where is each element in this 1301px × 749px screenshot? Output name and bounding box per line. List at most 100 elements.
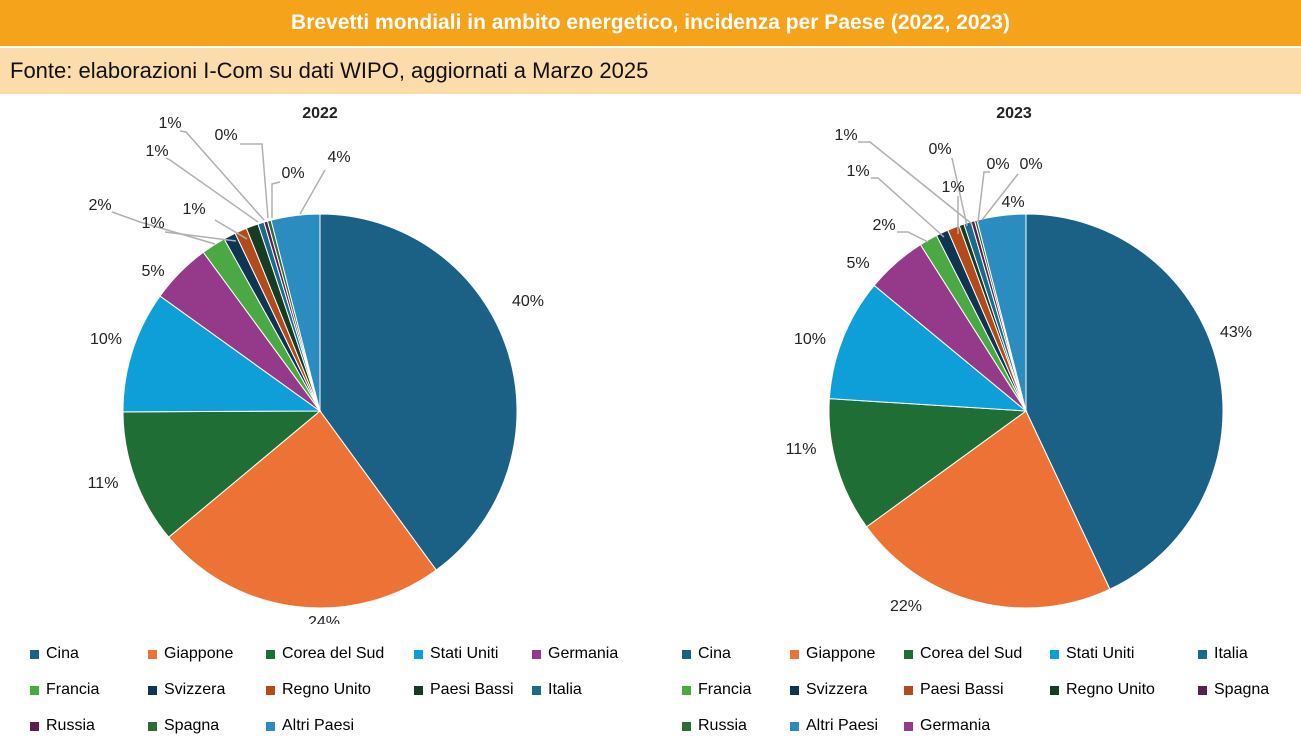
data-label-russia: 0% xyxy=(1019,156,1042,173)
legend-swatch xyxy=(682,685,691,695)
legend-item-italia: Italia xyxy=(1198,645,1248,663)
data-label-svizzera: 1% xyxy=(846,163,869,180)
legend-item-svizzera: Svizzera xyxy=(148,681,225,699)
pie-slice-cina xyxy=(319,213,518,571)
data-label-giappone: 22% xyxy=(890,598,922,615)
legend-label: Cina xyxy=(46,645,79,662)
source-note: Fonte: elaborazioni I-Com su dati WIPO, … xyxy=(0,48,1301,94)
legend-swatch xyxy=(904,649,913,659)
data-label-stati-uniti: 10% xyxy=(90,331,122,348)
data-label-paesi-bassi: 1% xyxy=(941,179,964,196)
legend-item-russia: Russia xyxy=(682,717,747,735)
chart-title-2022: 2022 xyxy=(302,105,338,122)
leader-line xyxy=(871,177,945,238)
legend-label: Stati Uniti xyxy=(1066,645,1135,662)
legend-item-corea-del-sud: Corea del Sud xyxy=(904,645,1022,663)
data-label-francia: 2% xyxy=(872,217,895,234)
legend-item-paesi-bassi: Paesi Bassi xyxy=(414,681,514,699)
legend-label: Cina xyxy=(698,645,731,662)
legend-label: Germania xyxy=(920,717,991,734)
legend-label: Regno Unito xyxy=(282,681,371,698)
leader-line xyxy=(858,141,973,225)
legend-label: Paesi Bassi xyxy=(430,681,514,698)
legend-item-italia: Italia xyxy=(532,681,582,699)
legend-label: Svizzera xyxy=(164,681,226,698)
legend-swatch xyxy=(682,649,691,659)
leader-line xyxy=(165,157,259,223)
data-label-altri-paesi: 4% xyxy=(327,149,350,166)
leader-line xyxy=(179,130,265,221)
leader-line xyxy=(977,171,990,223)
legend-swatch xyxy=(532,685,541,695)
legend-label: Russia xyxy=(698,717,747,734)
data-label-germania: 5% xyxy=(846,255,869,272)
pie-slice-altri-paesi xyxy=(270,213,321,412)
data-label-svizzera: 1% xyxy=(141,215,164,232)
legend-swatch xyxy=(30,649,39,659)
leader-line xyxy=(214,219,248,240)
data-label-paesi-bassi: 1% xyxy=(145,143,168,160)
leader-line xyxy=(897,231,929,243)
legend-swatch xyxy=(148,649,157,659)
data-label-italia: 1% xyxy=(834,127,857,144)
data-label-giappone: 24% xyxy=(308,614,340,624)
legend-item-cina: Cina xyxy=(30,645,79,663)
legend-swatch xyxy=(682,721,691,731)
data-label-altri-paesi: 4% xyxy=(1001,194,1024,211)
legend-label: Giappone xyxy=(164,645,234,662)
legend-label: Corea del Sud xyxy=(920,645,1023,662)
data-label-cina: 43% xyxy=(1220,324,1252,341)
pie-charts: 2022 40% 24% 11% 10% 5% 2% 1% 1% 1% 1% 0% 0% 4% 2023 43… xyxy=(88,105,1252,624)
data-label-regno-unito: 1% xyxy=(182,201,205,218)
legend-label: Italia xyxy=(548,681,582,698)
leader-line xyxy=(981,173,1019,221)
legend-label: Altri Paesi xyxy=(282,717,355,734)
legend-label: Spagna xyxy=(164,717,220,734)
legend-item-spagna: Spagna xyxy=(1198,681,1269,699)
leader-line xyxy=(240,143,269,219)
legend-swatch xyxy=(904,721,913,731)
data-label-regno-unito: 0% xyxy=(928,141,951,158)
legend-item-stati-uniti: Stati Uniti xyxy=(1050,645,1134,663)
legend-label: Francia xyxy=(46,681,100,698)
pie-slice-cina xyxy=(1025,213,1224,590)
legend-swatch xyxy=(266,685,275,695)
legend-swatch xyxy=(266,721,275,731)
legend-item-giappone: Giappone xyxy=(148,645,233,663)
legend-item-corea-del-sud: Corea del Sud xyxy=(266,645,384,663)
legend-label: Corea del Sud xyxy=(282,645,385,662)
legend-swatch xyxy=(904,685,913,695)
pie-slice-giappone xyxy=(865,410,1111,609)
data-label-cina: 40% xyxy=(512,293,544,310)
leader-line xyxy=(111,211,216,245)
legend-label: Giappone xyxy=(806,645,876,662)
legend-label: Paesi Bassi xyxy=(920,681,1004,698)
legend-swatch xyxy=(790,649,799,659)
leader-line xyxy=(164,231,237,242)
pie-slice-stati-uniti xyxy=(122,295,322,413)
legend-swatch xyxy=(30,721,39,731)
legend-item-regno-unito: Regno Unito xyxy=(1050,681,1155,699)
legend-swatch xyxy=(414,649,423,659)
legend-item-francia: Francia xyxy=(682,681,751,699)
data-label-francia: 2% xyxy=(88,197,111,214)
legend-swatch xyxy=(266,649,275,659)
legend-label: Regno Unito xyxy=(1066,681,1155,698)
legend-swatch xyxy=(790,685,799,695)
leader-line xyxy=(271,181,281,218)
legend-swatch xyxy=(1198,649,1207,659)
legend-label: Italia xyxy=(1214,645,1248,662)
data-label-spagna: 0% xyxy=(986,156,1009,173)
legend-item-svizzera: Svizzera xyxy=(790,681,867,699)
legend-swatch xyxy=(1050,649,1059,659)
pie-slice-giappone xyxy=(168,410,437,609)
legend-swatch xyxy=(414,685,423,695)
data-label-spagna: 0% xyxy=(281,165,304,182)
legend-label: Germania xyxy=(548,645,619,662)
legend-label: Spagna xyxy=(1214,681,1270,698)
leader-line xyxy=(299,169,326,215)
legend-item-francia: Francia xyxy=(30,681,99,699)
chart-title-2023: 2023 xyxy=(996,105,1032,122)
legend-item-giappone: Giappone xyxy=(790,645,875,663)
legend-label: Altri Paesi xyxy=(806,717,879,734)
